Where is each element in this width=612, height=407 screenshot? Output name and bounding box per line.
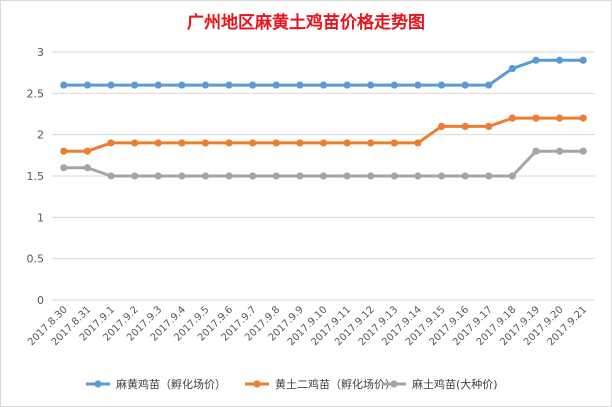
data-point xyxy=(225,172,233,180)
data-point xyxy=(60,81,68,89)
y-axis-ticks: 0 0.5 1 1.5 2 2.5 3 xyxy=(27,46,45,307)
data-point xyxy=(508,64,516,73)
legend-label: 麻土鸡苗(大种价) xyxy=(412,377,498,391)
data-point xyxy=(390,139,398,147)
data-point xyxy=(367,139,375,147)
data-point xyxy=(60,147,68,155)
data-point xyxy=(178,139,186,147)
data-point xyxy=(107,81,115,89)
legend-item: 麻土鸡苗(大种价) xyxy=(382,377,498,391)
y-tick-label: 1.5 xyxy=(27,170,45,183)
data-point xyxy=(579,147,587,155)
series-2 xyxy=(60,114,587,155)
y-tick-label: 1 xyxy=(37,211,44,224)
data-point xyxy=(437,81,446,89)
data-point xyxy=(485,81,493,89)
data-point xyxy=(83,147,92,155)
data-point xyxy=(414,172,422,180)
data-point xyxy=(225,139,233,147)
data-point xyxy=(461,81,469,89)
data-point xyxy=(343,172,351,180)
data-point xyxy=(296,81,304,89)
data-point xyxy=(437,122,446,130)
data-point xyxy=(579,56,587,64)
data-point xyxy=(319,139,328,147)
data-point xyxy=(485,172,493,180)
data-point xyxy=(555,114,564,122)
data-point xyxy=(461,122,469,130)
legend-marker xyxy=(253,380,261,388)
series-group xyxy=(60,56,587,180)
data-point xyxy=(154,172,162,180)
data-point xyxy=(83,81,92,89)
legend-marker xyxy=(390,380,398,388)
data-point xyxy=(296,172,304,180)
data-point xyxy=(437,172,446,180)
data-point xyxy=(508,172,516,180)
chart-title: 广州地区麻黄土鸡苗价格走势图 xyxy=(187,12,425,33)
data-point xyxy=(178,172,186,180)
data-point xyxy=(249,139,257,147)
data-point xyxy=(131,139,139,147)
data-point xyxy=(343,81,351,89)
data-point xyxy=(319,172,328,180)
data-point xyxy=(508,114,516,122)
x-axis-ticks: 2017.8.302017.8.312017.9.12017.9.22017.9… xyxy=(26,304,589,348)
data-point xyxy=(60,164,68,172)
y-tick-label: 0.5 xyxy=(27,253,45,266)
data-point xyxy=(414,139,422,147)
series-line xyxy=(63,149,584,178)
data-point xyxy=(201,172,210,180)
data-point xyxy=(178,81,186,89)
data-point xyxy=(201,139,210,147)
data-point xyxy=(131,81,139,89)
y-tick-label: 2.5 xyxy=(27,87,45,100)
data-point xyxy=(154,81,162,89)
data-point xyxy=(555,147,564,155)
data-point xyxy=(532,147,540,155)
y-tick-label: 0 xyxy=(37,294,44,307)
legend: 麻黄鸡苗（孵化场价） 黄土二鸡苗（孵化场价） 麻土鸡苗(大种价) xyxy=(86,377,498,391)
data-point xyxy=(272,81,280,89)
data-point xyxy=(579,114,587,122)
data-point xyxy=(296,139,304,147)
data-point xyxy=(485,122,493,130)
legend-item: 麻黄鸡苗（孵化场价） xyxy=(86,377,226,391)
series-3 xyxy=(60,147,587,180)
data-point xyxy=(367,81,375,89)
data-point xyxy=(555,56,564,64)
data-point xyxy=(461,172,469,180)
legend-label: 麻黄鸡苗（孵化场价） xyxy=(116,377,226,391)
data-point xyxy=(390,172,398,180)
data-point xyxy=(107,172,115,180)
data-point xyxy=(201,81,210,89)
data-point xyxy=(249,172,257,180)
data-point xyxy=(414,81,422,89)
data-point xyxy=(131,172,139,180)
legend-label: 黄土二鸡苗（孵化场价） xyxy=(275,377,396,391)
legend-item: 黄土二鸡苗（孵化场价） xyxy=(245,377,396,391)
data-point xyxy=(319,81,328,89)
data-point xyxy=(154,139,162,147)
data-point xyxy=(83,164,92,172)
legend-marker xyxy=(94,380,102,388)
series-1 xyxy=(60,56,587,89)
y-tick-label: 2 xyxy=(37,129,44,142)
data-point xyxy=(225,81,233,89)
data-point xyxy=(107,139,115,147)
gridlines xyxy=(52,51,595,301)
data-point xyxy=(272,139,280,147)
data-point xyxy=(249,81,257,89)
data-point xyxy=(390,81,398,89)
data-point xyxy=(532,114,540,122)
data-point xyxy=(532,56,540,64)
data-point xyxy=(272,172,280,180)
data-point xyxy=(367,172,375,180)
series-line xyxy=(63,58,584,87)
data-point xyxy=(343,139,351,147)
y-tick-label: 3 xyxy=(37,46,44,59)
